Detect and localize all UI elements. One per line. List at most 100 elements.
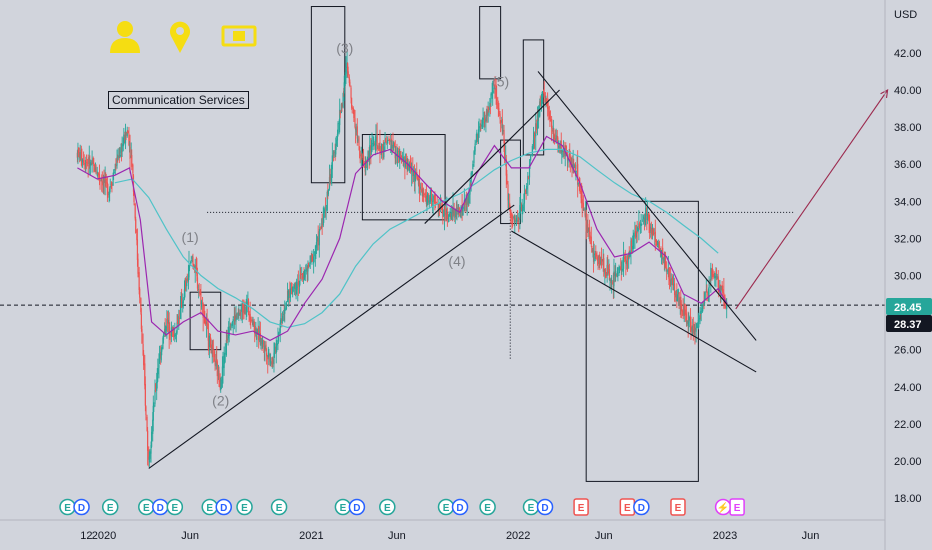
candle-body [376, 135, 378, 146]
dividend-event-icon[interactable]: D [536, 498, 554, 516]
trend-line [148, 204, 515, 469]
toolbar-icons[interactable] [110, 21, 257, 53]
earnings-event-icon[interactable]: E [101, 498, 119, 516]
candle-body [458, 207, 460, 213]
candle-body [283, 314, 285, 316]
earnings-event-icon[interactable]: E [236, 498, 253, 516]
dividend-event-icon[interactable]: D [73, 498, 90, 516]
candle-body [174, 334, 176, 336]
earnings-event-icon-shape[interactable] [379, 498, 396, 516]
earnings-event-icon[interactable]: E [59, 498, 76, 516]
candle-body [194, 265, 196, 270]
candle-body [386, 142, 388, 144]
candle-body [582, 202, 584, 208]
dividend-event-icon-shape[interactable] [536, 498, 554, 516]
candle-body [672, 279, 674, 286]
earnings-event-icon[interactable]: E [270, 498, 288, 516]
earnings-event-icon-shape[interactable] [573, 498, 589, 516]
candle-body [660, 250, 663, 258]
candle-body [622, 254, 625, 269]
candle-body [264, 345, 266, 350]
y-tick-label: 26.00 [894, 345, 922, 357]
candle-body [358, 146, 361, 150]
dividend-event-icon[interactable]: D [348, 498, 366, 516]
candle-body [689, 319, 692, 323]
earnings-event-icon[interactable]: E [334, 498, 352, 516]
earnings-event-icon[interactable]: E [573, 498, 589, 516]
candle-body [154, 389, 157, 390]
candle-body [688, 321, 690, 326]
earnings-event-icon[interactable]: E [201, 498, 219, 516]
earnings-event-icon-shape[interactable] [479, 498, 496, 516]
candle-body [704, 302, 706, 304]
candle-body [610, 279, 612, 283]
event-markers[interactable]: E D E E D E E D E E E D E E D E E D E E D E ⚡ E [59, 498, 745, 516]
candle-body [101, 181, 103, 186]
dividend-event-icon[interactable]: D [215, 498, 233, 516]
candle-body [297, 280, 299, 286]
y-tick-label: 24.00 [894, 382, 922, 394]
earnings-event-icon-shape[interactable] [166, 498, 184, 516]
candle-body [597, 262, 599, 264]
location-pin-icon[interactable] [170, 21, 190, 53]
split-event-icon[interactable]: ⚡ [714, 498, 732, 516]
candle-body [442, 214, 444, 216]
annotation-box [310, 6, 346, 184]
earnings-event-icon-letter: E [276, 503, 283, 514]
dividend-event-icon[interactable]: D [451, 498, 469, 516]
earnings-event-icon[interactable]: E [166, 498, 184, 516]
earnings-event-icon[interactable]: E [619, 498, 636, 516]
candle-body [139, 288, 141, 298]
candle-body [362, 155, 365, 160]
candle-body [111, 184, 113, 186]
earnings-event-icon[interactable]: E [138, 498, 155, 516]
earnings-event-icon-shape[interactable] [236, 498, 253, 516]
candle-body [607, 265, 609, 274]
user-icon[interactable] [110, 21, 140, 53]
dollar-bill-icon[interactable] [221, 25, 257, 47]
dividend-event-icon[interactable]: D [633, 498, 650, 516]
dividend-event-icon-shape[interactable] [348, 498, 366, 516]
dividend-event-icon-shape[interactable] [633, 498, 650, 516]
candle-body [165, 326, 167, 332]
candle-body [417, 178, 420, 185]
earnings-event-icon[interactable]: E [379, 498, 396, 516]
candle-body [588, 229, 591, 234]
earnings-event-icon[interactable]: E [479, 498, 496, 516]
candle-body [212, 348, 214, 350]
moving-average-fast-line [77, 135, 728, 342]
earnings-event-icon-shape[interactable] [670, 498, 686, 516]
earnings-event-icon-shape[interactable] [101, 498, 119, 516]
dividend-event-icon[interactable]: D [152, 498, 169, 516]
candle-body [626, 259, 628, 266]
candle-body [373, 143, 375, 146]
candle-body [608, 269, 611, 281]
candle-body [91, 159, 93, 166]
candle-body [551, 119, 553, 129]
candle-body [156, 381, 158, 391]
dividend-event-icon-shape[interactable] [215, 498, 233, 516]
candle-body [132, 175, 135, 192]
dividend-event-icon-shape[interactable] [451, 498, 469, 516]
candle-body [179, 305, 182, 318]
y-tick-label: 30.00 [894, 271, 922, 283]
candle-body [619, 267, 621, 269]
earnings-event-icon-letter: E [578, 503, 585, 514]
earnings-event-icon[interactable]: E [729, 498, 745, 516]
earnings-event-icon-shape[interactable] [270, 498, 288, 516]
candle-body [309, 255, 311, 265]
earnings-event-icon[interactable]: E [670, 498, 686, 516]
candle-body [501, 118, 503, 132]
earnings-event-icon-shape[interactable] [729, 498, 745, 516]
candle-body [700, 310, 702, 314]
dividend-event-icon-shape[interactable] [73, 498, 90, 516]
candle-body [250, 320, 252, 322]
candle-body [337, 123, 339, 134]
candle-body [254, 325, 256, 334]
candle-body [422, 192, 425, 196]
earnings-event-icon[interactable]: E [522, 498, 540, 516]
candle-body [339, 110, 341, 115]
candle-body [378, 148, 380, 151]
earnings-event-icon[interactable]: E [437, 498, 455, 516]
